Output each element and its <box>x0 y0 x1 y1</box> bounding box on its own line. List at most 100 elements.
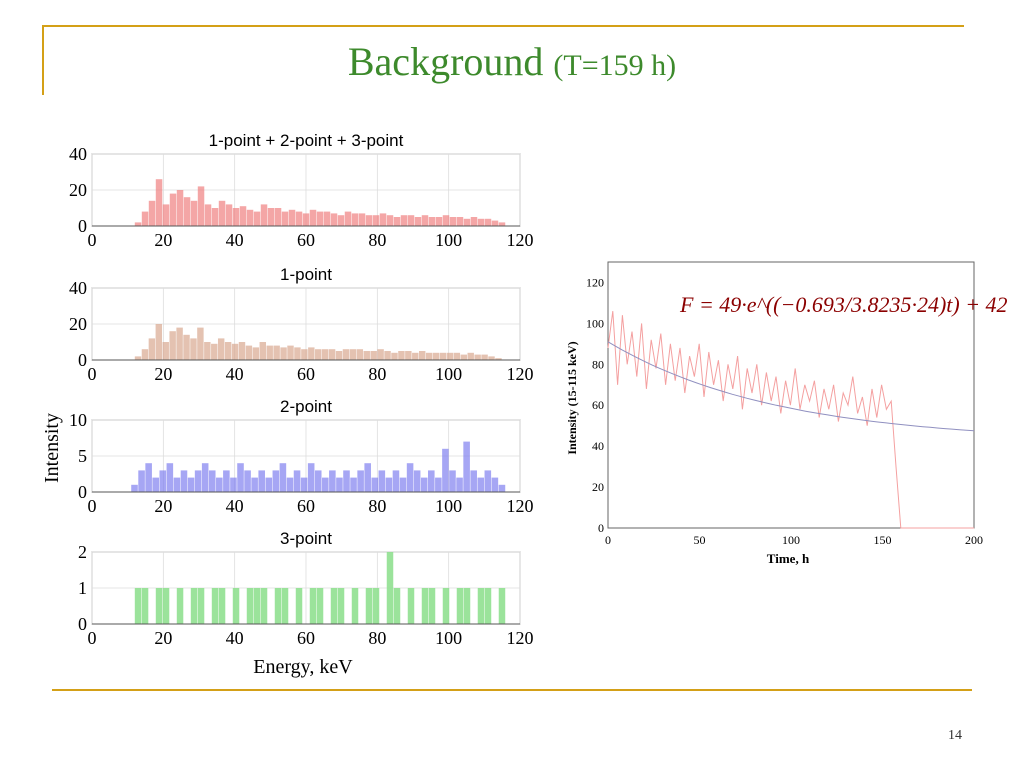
spectrum-bar <box>194 470 202 492</box>
x-tick-label: 100 <box>435 496 462 516</box>
x-tick-label: 120 <box>507 230 534 250</box>
decay-fit-curve <box>607 341 975 432</box>
spectrum-bar <box>141 211 149 226</box>
x-tick-label: 60 <box>297 230 315 250</box>
spectrum-bar <box>197 588 205 624</box>
spectrum-bar <box>258 470 265 492</box>
spectrum-bar <box>484 588 492 624</box>
spectrum-bar <box>218 588 226 624</box>
spectrum-bar <box>358 213 366 226</box>
spectrum-bar <box>442 588 450 624</box>
y-tick-label: 40 <box>69 144 87 164</box>
spectrum-bar <box>176 327 183 360</box>
x-tick-label: 0 <box>88 628 97 648</box>
x-tick-label: 120 <box>507 496 534 516</box>
spectrum-bar <box>141 588 149 624</box>
page-number: 14 <box>948 728 962 743</box>
x-tick-label: 100 <box>435 364 462 384</box>
spectrum-bar <box>288 209 296 226</box>
x-tick-label: 20 <box>154 496 172 516</box>
spectrum-bar <box>169 193 177 226</box>
spectrum-bar <box>420 477 428 492</box>
y-tick-label: 5 <box>78 446 87 466</box>
spectrum-bar <box>190 338 197 360</box>
spectrum-bar <box>307 463 315 492</box>
spectrum-bar <box>162 204 170 226</box>
decay-y-tick-label: 0 <box>598 521 604 535</box>
spectrum-bar <box>463 588 471 624</box>
spectrum-bar <box>309 209 317 226</box>
y-tick-label: 0 <box>78 216 87 236</box>
spectrum-bar <box>435 217 443 226</box>
spectrum-bar <box>384 351 391 360</box>
spectrum-bar <box>407 215 415 226</box>
decay-y-tick-label: 60 <box>592 398 604 412</box>
panel-title: 2-point <box>280 397 332 416</box>
spectrum-bar <box>309 588 317 624</box>
spectrum-bar <box>343 470 350 492</box>
spectrum-panel-3: 2-point 0 20 40 60 80 100 120 0 5 10 <box>69 397 534 516</box>
decay-y-tick-label: 40 <box>592 439 604 453</box>
spectrum-bar <box>484 470 492 492</box>
spectrum-bar <box>357 470 364 492</box>
spectrum-bar <box>432 352 440 360</box>
spectrum-bar <box>274 588 282 624</box>
spectrum-bar <box>399 477 407 492</box>
spectrum-bar <box>274 208 282 226</box>
spectrum-bar <box>467 352 474 360</box>
spectrum-bar <box>392 470 400 492</box>
spectrum-bar <box>491 220 499 226</box>
spectrum-bar <box>302 213 310 226</box>
spectrum-bar <box>363 351 370 360</box>
spectrum-bar <box>428 217 436 226</box>
decay-xlabel: Time, h <box>767 551 810 566</box>
spectrum-bar <box>300 477 308 492</box>
spectrum-bar <box>477 477 485 492</box>
spectrum-bar <box>134 356 142 360</box>
spectrum-bar <box>491 477 499 492</box>
spectrum-bar <box>260 588 268 624</box>
spectrum-bar <box>134 588 142 624</box>
spectrum-bar <box>316 588 324 624</box>
spectrum-bar <box>379 213 387 226</box>
spectrum-bar <box>190 200 198 226</box>
spectrum-bar <box>446 352 454 360</box>
spectrum-bar <box>428 470 435 492</box>
decay-figure: Intensity (15-115 keV) Time, h 0 50 100 150… <box>565 261 983 566</box>
spectrum-bar <box>364 463 371 492</box>
spectrum-bar <box>474 354 481 360</box>
spectrum-bar <box>211 588 219 624</box>
spectrum-bar <box>323 211 331 226</box>
decay-y-tick-label: 100 <box>586 316 604 330</box>
bottom-accent-line <box>52 689 972 691</box>
decay-data-line <box>607 311 974 529</box>
spectrum-bar <box>329 470 336 492</box>
spectrum-bar <box>449 470 456 492</box>
decay-x-tick-label: 50 <box>694 533 706 547</box>
spectrum-bar <box>484 218 492 226</box>
spectrum-bar <box>183 197 191 226</box>
spectrum-bar <box>134 222 142 226</box>
spectrum-bar <box>386 215 394 226</box>
x-tick-label: 100 <box>435 628 462 648</box>
decay-y-tick-label: 120 <box>586 275 604 289</box>
spectrum-bar <box>463 218 471 226</box>
spectrum-panel-4: 3-point 0 20 40 60 80 100 120 0 1 2 <box>78 529 534 648</box>
spectrum-bar <box>237 463 244 492</box>
spectrum-bar <box>148 338 156 360</box>
spectrum-bar <box>272 470 280 492</box>
spectrum-bar <box>176 190 184 226</box>
y-tick-label: 0 <box>78 614 87 634</box>
spectrum-bar <box>386 552 394 624</box>
spectrum-bar <box>337 588 345 624</box>
spectrum-bar <box>230 477 237 492</box>
panel-title: 1-point + 2-point + 3-point <box>209 131 404 150</box>
spectrum-bar <box>406 463 414 492</box>
spectrum-bar <box>314 470 322 492</box>
spectrum-bar <box>211 343 218 360</box>
spectrum-bar <box>253 588 261 624</box>
spectrum-bar <box>217 338 225 360</box>
x-tick-label: 20 <box>154 364 172 384</box>
spectrum-bar <box>238 342 246 360</box>
spectrum-bar <box>435 477 442 492</box>
